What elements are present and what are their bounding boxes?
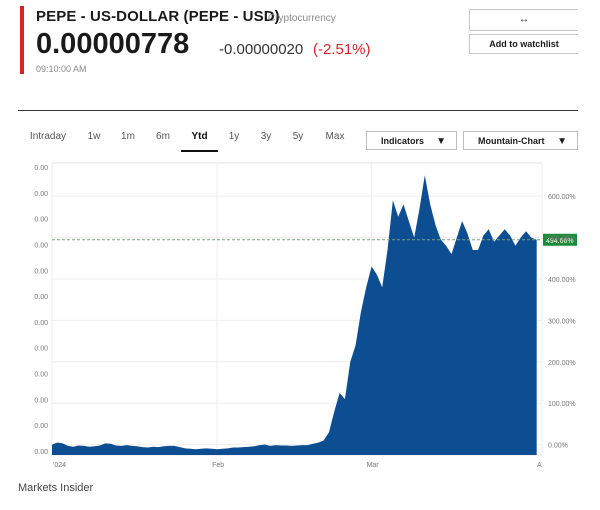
tab-max[interactable]: Max <box>325 131 345 142</box>
y-right-tick-label: 300.00% <box>548 318 576 325</box>
price-timestamp: 09:10:00 AM <box>36 64 87 74</box>
y-left-tick-label: 0.00 <box>34 242 48 249</box>
tab-1m[interactable]: 1m <box>121 131 135 142</box>
tab-1y[interactable]: 1y <box>228 131 240 142</box>
y-left-tick-label: 0.00 <box>34 372 48 379</box>
tab-1w[interactable]: 1w <box>87 131 101 142</box>
price-chart[interactable]: 494.66% 0.00% 100.00% 200.00% 300.00% 400.00%… <box>0 155 600 475</box>
chart-type-label: Mountain-Chart <box>478 136 545 146</box>
tab-3y[interactable]: 3y <box>260 131 272 142</box>
x-tick-label: A <box>537 462 542 469</box>
current-price: 0.00000778 <box>36 28 190 60</box>
y-left-tick-label: 0.00 <box>34 320 48 327</box>
y-right-tick-label: 400.00% <box>548 277 576 284</box>
source-credit: Markets Insider <box>18 482 94 494</box>
add-to-watchlist-button[interactable]: Add to watchlist <box>469 34 578 54</box>
tab-5y[interactable]: 5y <box>292 131 304 142</box>
chart-type-dropdown[interactable]: Mountain-Chart ▼ <box>463 131 578 150</box>
indicators-label: Indicators <box>381 136 425 146</box>
instrument-category: Cryptocurrency <box>268 13 336 24</box>
compare-button[interactable]: ↔ <box>469 9 578 31</box>
x-tick-label: Mar <box>367 462 380 469</box>
divider <box>18 110 578 111</box>
y-right-tick-label: 100.00% <box>548 401 576 408</box>
price-change-percent: (-2.51%) <box>313 41 371 58</box>
y-left-tick-label: 0.00 <box>34 449 48 456</box>
y-left-tick-label: 0.00 <box>34 294 48 301</box>
y-left-tick-label: 0.00 <box>34 165 48 172</box>
y-left-tick-label: 0.00 <box>34 217 48 224</box>
price-area-series <box>52 175 537 455</box>
x-tick-label: Feb <box>212 462 224 469</box>
tab-6m[interactable]: 6m <box>156 131 170 142</box>
current-value-badge <box>543 233 577 246</box>
y-left-tick-label: 0.00 <box>34 397 48 404</box>
y-left-tick-label: 0.00 <box>34 346 48 353</box>
accent-bar <box>20 6 24 74</box>
tab-ytd[interactable]: Ytd <box>181 124 218 152</box>
y-right-tick-label: 200.00% <box>548 360 576 367</box>
y-right-tick-label: 0.00% <box>548 443 568 450</box>
chevron-down-icon: ▼ <box>436 136 446 147</box>
indicators-dropdown[interactable]: Indicators ▼ <box>366 131 457 150</box>
chevron-down-icon: ▼ <box>557 136 567 147</box>
x-tick-label: '024 <box>53 462 66 469</box>
y-right-tick-label: 500.00% <box>548 236 576 243</box>
y-right-tick-label: 600.00% <box>548 194 576 201</box>
y-left-tick-label: 0.00 <box>34 423 48 430</box>
price-change: -0.00000020 <box>219 41 304 58</box>
y-left-tick-label: 0.00 <box>34 268 48 275</box>
y-left-tick-label: 0.00 <box>34 191 48 198</box>
current-value-label: 494.66% <box>546 238 574 245</box>
tab-intraday[interactable]: Intraday <box>29 131 67 142</box>
instrument-title: PEPE - US-DOLLAR (PEPE - USD) <box>36 8 280 25</box>
